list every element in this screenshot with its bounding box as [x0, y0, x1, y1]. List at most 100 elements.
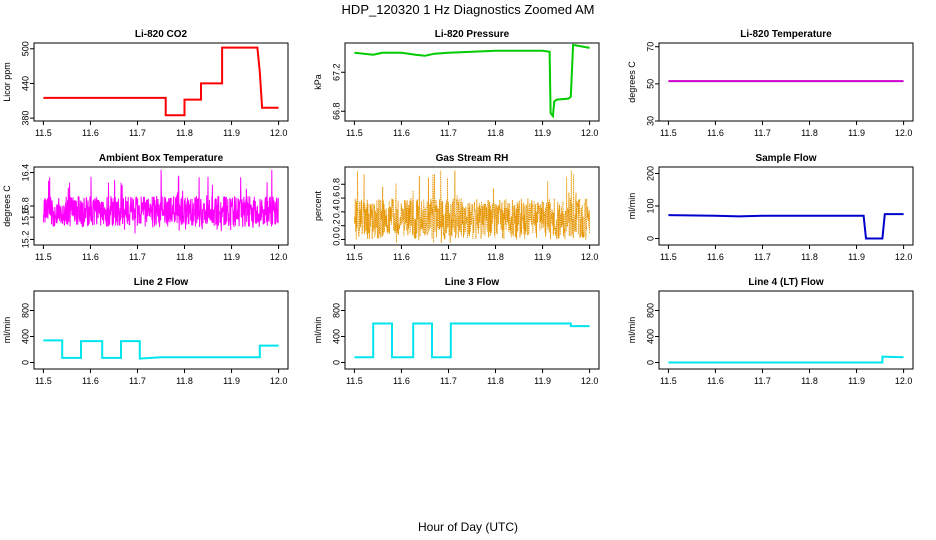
x-tick-label: 11.6: [82, 376, 99, 386]
x-tick-label: 11.7: [754, 252, 771, 262]
x-tick-label: 11.7: [129, 128, 146, 138]
plot-frame: [658, 166, 914, 246]
panel-title: Ambient Box Temperature: [99, 153, 224, 164]
y-axis-label: ml/min: [313, 317, 323, 344]
panel-title: Li-820 Pressure: [435, 29, 510, 40]
x-tick-label: 12.0: [581, 128, 599, 138]
panel-grid: Li-820 CO2 Licor ppm 11.5 11.6 11.7 11.8 11.9 1…: [2, 29, 914, 386]
y-tick-label: 16.4: [20, 164, 30, 182]
x-tick-label: 11.7: [440, 252, 457, 262]
plot-frame: [658, 42, 914, 122]
x-tick-label: 11.5: [35, 128, 52, 138]
x-tick-label: 11.6: [393, 252, 410, 262]
y-tick-label: 0: [645, 360, 655, 365]
y-tick-label: 400: [645, 329, 655, 344]
figure-x-axis-label: Hour of Day (UTC): [418, 520, 518, 534]
x-tick-label: 12.0: [270, 128, 288, 138]
panel-title: Line 4 (LT) Flow: [748, 277, 824, 288]
x-tick-label: 11.9: [223, 376, 240, 386]
chart-panel: Gas Stream RH percent 11.5 11.6 11.7 11.8 11.9…: [313, 153, 600, 262]
series-line: [354, 322, 590, 359]
panel-title: Line 2 Flow: [134, 277, 189, 288]
x-tick-label: 11.5: [346, 128, 363, 138]
figure-title: HDP_120320 1 Hz Diagnostics Zoomed AM: [342, 2, 595, 17]
x-tick-label: 11.5: [660, 376, 677, 386]
x-tick-label: 12.0: [895, 252, 913, 262]
x-tick-label: 11.6: [707, 252, 724, 262]
y-tick-label: 70: [645, 42, 655, 52]
y-tick-label: 800: [331, 303, 341, 318]
y-tick-label: 0: [20, 360, 30, 365]
x-tick-label: 12.0: [270, 376, 288, 386]
x-tick-label: 11.7: [129, 376, 146, 386]
chart-panel: Line 4 (LT) Flow ml/min 11.5 11.6 11.7 11.8 11…: [627, 277, 914, 386]
x-tick-label: 12.0: [895, 128, 913, 138]
panel-title: Gas Stream RH: [436, 153, 509, 164]
y-axis-label: Licor ppm: [2, 62, 12, 102]
x-tick-label: 11.6: [707, 128, 724, 138]
y-tick-label: 0.4: [331, 206, 341, 219]
chart-panel: Li-820 Pressure kPa 11.5 11.6 11.7 11.8 11.9 12…: [313, 29, 600, 138]
chart-panel: Li-820 Temperature degrees C 11.5 11.6 11.7 1…: [627, 29, 914, 138]
x-tick-label: 11.8: [176, 128, 193, 138]
x-tick-label: 11.6: [393, 128, 410, 138]
plot-frame: [344, 166, 600, 246]
series-trace: [353, 170, 591, 243]
series-line: [668, 355, 904, 364]
series-trace: [42, 169, 280, 234]
x-tick-label: 11.7: [754, 128, 771, 138]
x-tick-label: 11.8: [176, 376, 193, 386]
y-tick-label: 440: [20, 76, 30, 91]
chart-panel: Line 2 Flow ml/min 11.5 11.6 11.7 11.8 11.9 12.…: [2, 277, 289, 386]
y-axis-label: ml/min: [627, 317, 637, 344]
chart-panel: Sample Flow ml/min 11.5 11.6 11.7 11.8 11.9 12.…: [627, 153, 914, 262]
x-tick-label: 11.5: [660, 252, 677, 262]
x-tick-label: 11.5: [346, 376, 363, 386]
x-tick-label: 11.9: [223, 252, 240, 262]
x-tick-label: 11.9: [223, 128, 240, 138]
y-axis-label: degrees C: [2, 185, 12, 227]
x-tick-label: 11.9: [848, 128, 865, 138]
x-tick-label: 11.9: [534, 376, 551, 386]
y-tick-label: 15.2: [20, 231, 30, 249]
y-tick-label: 500: [20, 41, 30, 56]
x-tick-label: 11.5: [660, 128, 677, 138]
panel-title: Line 3 Flow: [445, 277, 500, 288]
y-tick-label: 0: [645, 236, 655, 241]
y-tick-label: 0.0: [331, 233, 341, 246]
x-tick-label: 11.5: [346, 252, 363, 262]
y-tick-label: 100: [645, 198, 655, 213]
y-axis-label: kPa: [313, 74, 323, 90]
chart-panel: Li-820 CO2 Licor ppm 11.5 11.6 11.7 11.8 11.9 1…: [2, 29, 289, 138]
panel-title: Sample Flow: [755, 153, 816, 164]
chart-panel: Line 3 Flow ml/min 11.5 11.6 11.7 11.8 11.9 12.…: [313, 277, 600, 386]
y-tick-label: 0.2: [331, 219, 341, 232]
x-tick-label: 11.6: [82, 252, 99, 262]
y-tick-label: 800: [20, 303, 30, 318]
x-tick-label: 12.0: [270, 252, 288, 262]
x-tick-label: 11.5: [35, 252, 52, 262]
y-axis-label: degrees C: [627, 61, 637, 103]
x-tick-label: 11.8: [801, 252, 818, 262]
x-tick-label: 11.8: [487, 252, 504, 262]
y-tick-label: 50: [645, 79, 655, 89]
x-tick-label: 12.0: [895, 376, 913, 386]
x-tick-label: 12.0: [581, 376, 599, 386]
x-tick-label: 11.8: [801, 376, 818, 386]
y-tick-label: 15.8: [20, 197, 30, 215]
series-line: [43, 46, 279, 117]
plot-frame: [344, 42, 600, 122]
series-line: [668, 213, 904, 240]
y-tick-label: 0: [331, 360, 341, 365]
x-tick-label: 11.9: [848, 252, 865, 262]
x-tick-label: 11.7: [440, 128, 457, 138]
plot-frame: [33, 42, 289, 122]
x-tick-label: 11.7: [129, 252, 146, 262]
y-tick-label: 380: [20, 111, 30, 126]
y-axis-label: percent: [313, 190, 323, 221]
series-line: [43, 339, 279, 360]
x-tick-label: 11.8: [487, 128, 504, 138]
x-tick-label: 12.0: [581, 252, 599, 262]
x-tick-label: 11.6: [707, 376, 724, 386]
